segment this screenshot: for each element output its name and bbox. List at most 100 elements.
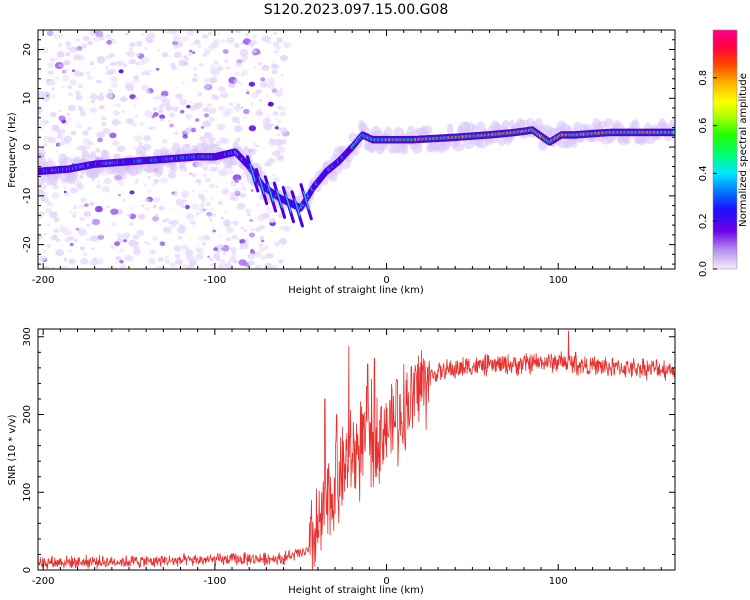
noise-blob <box>135 52 141 57</box>
noise-blob <box>268 157 276 164</box>
noise-blob <box>171 65 177 70</box>
noise-blob <box>243 228 248 232</box>
noise-blob <box>159 241 166 246</box>
noise-blob <box>237 138 241 141</box>
noise-blob <box>256 108 262 113</box>
noise-blob <box>222 110 231 118</box>
noise-blob <box>61 75 70 82</box>
noise-blob <box>205 177 212 183</box>
noise-blob <box>194 255 202 261</box>
noise-blob <box>239 245 244 250</box>
noise-blob <box>225 262 233 269</box>
noise-blob <box>272 41 280 48</box>
noise-blob <box>274 118 278 121</box>
noise-blob <box>188 259 197 266</box>
noise-blob <box>180 203 186 209</box>
noise-blob <box>226 37 235 44</box>
noise-blob <box>271 230 274 233</box>
noise-blob <box>230 181 237 187</box>
noise-blob <box>85 70 91 76</box>
noise-blob <box>235 61 242 68</box>
noise-blob <box>281 130 289 137</box>
noise-blob <box>199 63 204 67</box>
noise-blob <box>49 211 58 219</box>
noise-blob <box>157 257 164 262</box>
noise-blob <box>79 205 82 208</box>
colorbar-ticks: 0.0 0.2 0.4 0.6 0.8 <box>698 70 717 277</box>
noise-blob <box>130 45 134 48</box>
snr-ytick-label: 200 <box>22 405 33 424</box>
noise-blob <box>253 251 262 258</box>
noise-blob <box>272 61 276 64</box>
noise-blob <box>138 122 144 127</box>
noise-blob <box>244 238 250 243</box>
noise-blob <box>189 220 196 226</box>
noise-blob <box>172 106 179 112</box>
noise-blob <box>117 193 121 197</box>
noise-blob <box>273 50 279 54</box>
noise-blob <box>78 72 84 77</box>
noise-blob <box>65 51 71 56</box>
ridge-halo <box>393 127 405 139</box>
ridge-halo <box>422 125 433 135</box>
noise-blob <box>129 190 135 195</box>
noise-blob <box>231 251 236 255</box>
noise-blob <box>241 59 246 63</box>
noise-blob <box>153 183 157 186</box>
noise-blob <box>86 223 91 227</box>
noise-blob <box>89 93 98 100</box>
noise-blob <box>57 142 64 147</box>
noise-blob <box>46 62 55 69</box>
noise-blob <box>128 239 137 247</box>
noise-blob <box>69 242 74 247</box>
noise-blob <box>266 76 275 84</box>
noise-blob <box>132 146 137 150</box>
noise-blob <box>250 248 254 252</box>
noise-blob <box>87 126 92 131</box>
noise-blob <box>79 246 85 251</box>
noise-blob <box>167 172 176 179</box>
noise-blob <box>202 242 207 246</box>
noise-blob <box>59 42 63 45</box>
noise-blob <box>254 264 261 269</box>
noise-blob <box>240 73 245 77</box>
noise-blob <box>197 44 202 48</box>
noise-blob <box>106 205 110 208</box>
noise-blob <box>113 110 120 116</box>
noise-blob <box>43 143 48 147</box>
noise-blob <box>229 102 234 107</box>
noise-blob <box>251 49 257 53</box>
noise-blob <box>257 203 260 206</box>
noise-blob <box>72 205 77 210</box>
noise-blob <box>129 42 136 47</box>
noise-blob <box>221 259 225 262</box>
noise-blob <box>69 187 78 194</box>
noise-blob <box>163 227 170 233</box>
noise-blob <box>122 198 126 202</box>
noise-blob <box>220 91 229 99</box>
noise-blob <box>236 121 241 124</box>
noise-blob <box>222 252 227 256</box>
noise-blob <box>96 184 102 189</box>
noise-blob <box>168 220 173 225</box>
noise-blob <box>234 190 241 196</box>
noise-blob <box>81 43 88 49</box>
noise-blob <box>181 244 189 250</box>
noise-blob <box>195 118 200 122</box>
noise-blob <box>155 265 163 269</box>
noise-blob <box>75 38 81 42</box>
ridge-halo <box>135 145 147 158</box>
noise-blob <box>79 110 87 117</box>
noise-blob <box>262 117 271 125</box>
noise-blob <box>162 139 168 144</box>
noise-blob <box>38 112 41 116</box>
spectrogram-xlabel: Height of straight line (km) <box>288 285 424 296</box>
noise-blob <box>203 84 211 90</box>
noise-blob <box>46 78 56 86</box>
noise-blob <box>70 107 74 111</box>
noise-blob <box>259 247 265 252</box>
noise-blob <box>90 151 96 156</box>
noise-blob <box>154 213 159 217</box>
noise-blob <box>249 219 253 222</box>
